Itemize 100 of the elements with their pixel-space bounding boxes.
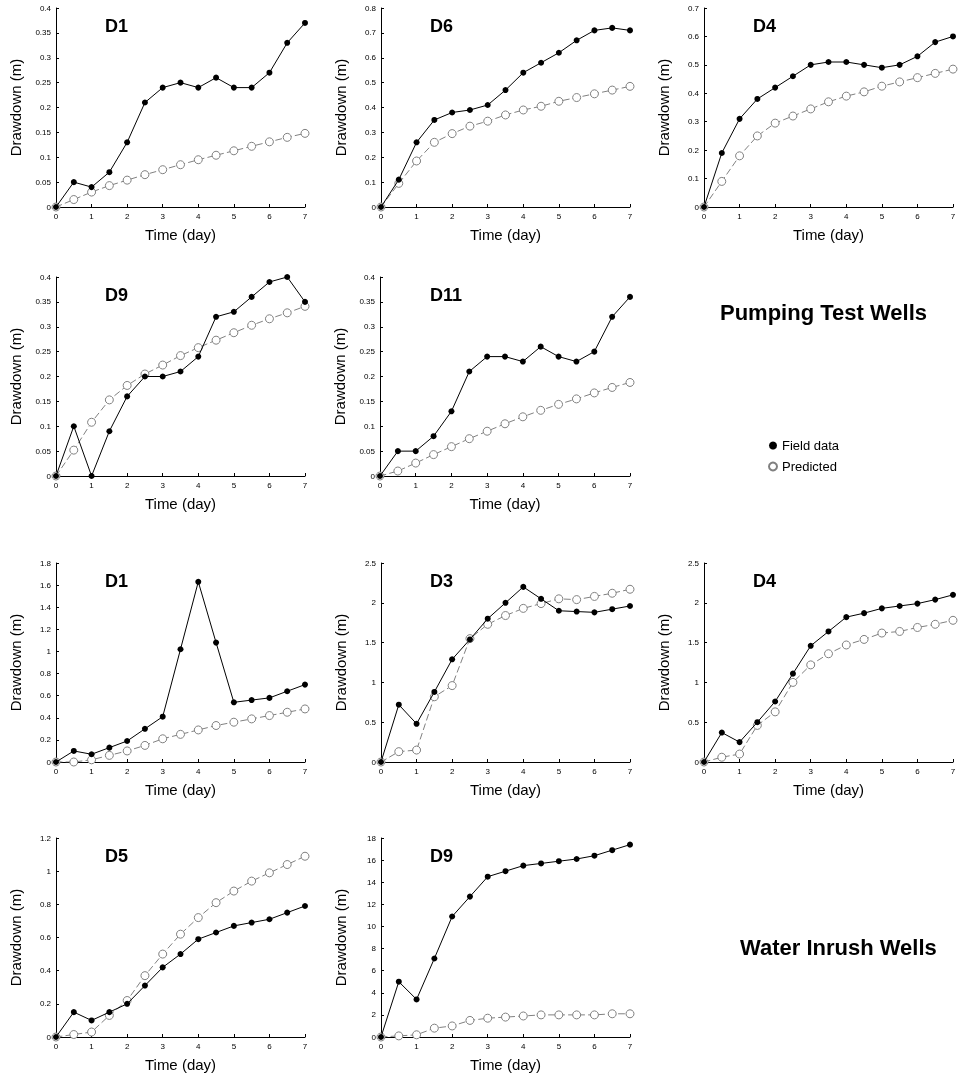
y-tick-label: 0.25 — [35, 347, 52, 357]
x-tick-label: 0 — [378, 1041, 384, 1051]
y-tick-label: 0.3 — [687, 117, 700, 127]
y-tick-label: 0.35 — [359, 297, 376, 307]
x-tick-label: 3 — [160, 480, 166, 490]
x-tick-label: 5 — [231, 766, 237, 776]
x-tick-label: 6 — [592, 480, 598, 490]
y-tick-label: 0.35 — [35, 28, 52, 38]
y-axis-title: Drawdown (m) — [331, 327, 348, 426]
x-tick-label: 6 — [267, 1041, 273, 1051]
y-tick-label: 0.2 — [39, 372, 52, 381]
y-tick-label: 0 — [46, 202, 52, 212]
y-tick-label: 1.5 — [364, 638, 377, 648]
y-tick-label: 0 — [694, 757, 700, 767]
x-tick-label: 4 — [521, 211, 527, 221]
x-tick-label: 6 — [267, 766, 273, 776]
y-tick-label: 4 — [371, 988, 377, 998]
y-tick-label: 0.15 — [359, 396, 376, 406]
y-tick-label: 0 — [46, 757, 52, 767]
x-axis-title: Time (day) — [469, 1056, 542, 1073]
x-axis-title: Time (day) — [469, 781, 542, 798]
y-tick-label: 1 — [46, 646, 52, 656]
x-tick-label: 6 — [592, 211, 598, 221]
x-tick-label: 5 — [556, 766, 562, 776]
x-tick-label: 7 — [627, 1041, 633, 1051]
x-tick-label: 1 — [413, 480, 419, 490]
y-tick-label: 0.25 — [359, 347, 376, 357]
y-tick-label: 2 — [371, 598, 377, 608]
y-tick-label: 0.4 — [364, 103, 377, 112]
x-tick-label: 7 — [950, 766, 956, 776]
x-tick-label: 3 — [485, 211, 491, 221]
x-tick-label: 1 — [89, 766, 95, 776]
y-tick-label: 1.4 — [39, 602, 52, 612]
y-tick-label: 16 — [367, 855, 377, 865]
y-tick-label: 0.8 — [39, 669, 52, 679]
y-tick-label: 0.3 — [364, 127, 377, 137]
x-tick-label: 6 — [267, 480, 273, 490]
y-tick-label: 0.15 — [35, 396, 52, 406]
x-tick-label: 2 — [124, 211, 130, 221]
y-axis-title: Drawdown (m) — [332, 888, 349, 987]
y-tick-label: 0.6 — [364, 53, 377, 63]
y-axis-title: Drawdown (m) — [7, 58, 24, 157]
y-axis-title: Drawdown (m) — [332, 58, 349, 157]
x-tick-label: 5 — [879, 766, 885, 776]
x-tick-label: 3 — [808, 211, 814, 221]
x-tick-label: 0 — [378, 211, 384, 221]
x-tick-label: 6 — [915, 766, 921, 776]
x-tick-label: 5 — [556, 480, 562, 490]
y-tick-label: 0.4 — [39, 272, 52, 282]
y-axis-title: Drawdown (m) — [7, 888, 24, 987]
x-tick-label: 5 — [231, 1041, 237, 1051]
y-tick-label: 1.6 — [39, 580, 52, 590]
x-tick-label: 5 — [231, 480, 237, 490]
y-tick-label: 0.6 — [39, 933, 52, 942]
x-tick-label: 3 — [485, 766, 491, 776]
x-tick-label: 5 — [556, 211, 562, 221]
y-tick-label: 0.1 — [39, 152, 52, 162]
y-tick-label: 0.05 — [35, 177, 52, 187]
y-tick-label: 0.7 — [687, 3, 700, 13]
y-tick-label: 0.2 — [39, 103, 52, 112]
y-tick-label: 14 — [367, 877, 377, 887]
y-tick-label: 0.35 — [35, 297, 52, 307]
y-tick-label: 18 — [367, 833, 377, 843]
y-tick-label: 0 — [694, 202, 700, 212]
chart-title: D4 — [753, 16, 777, 36]
x-tick-label: 3 — [484, 480, 490, 490]
y-tick-label: 0.2 — [39, 735, 52, 745]
x-tick-label: 4 — [520, 480, 526, 490]
x-tick-label: 2 — [124, 1041, 130, 1051]
x-axis-title: Time (day) — [144, 1056, 217, 1073]
legend-label: Field data — [782, 438, 840, 453]
y-tick-label: 2 — [694, 598, 700, 608]
x-tick-label: 7 — [302, 211, 308, 221]
y-tick-label: 10 — [367, 921, 377, 931]
y-tick-label: 0.8 — [39, 899, 52, 909]
x-tick-label: 2 — [124, 480, 130, 490]
x-tick-label: 6 — [592, 1041, 598, 1051]
x-tick-label: 3 — [485, 1041, 491, 1051]
y-tick-label: 0.4 — [39, 713, 52, 723]
y-tick-label: 0.3 — [39, 322, 52, 332]
y-tick-label: 0.05 — [35, 446, 52, 456]
x-tick-label: 2 — [124, 766, 130, 776]
y-tick-label: 0.4 — [363, 272, 376, 282]
chart-title: D9 — [105, 285, 129, 305]
text: Pumping Test Wells — [720, 300, 928, 327]
y-tick-label: 0.4 — [687, 88, 700, 98]
y-tick-label: 0.1 — [364, 177, 377, 187]
y-tick-label: 2.5 — [687, 558, 700, 568]
y-tick-label: 8 — [371, 944, 377, 954]
y-tick-label: 0.2 — [687, 145, 700, 155]
chart-title: D4 — [753, 571, 777, 591]
x-axis-title: Time (day) — [469, 495, 541, 512]
x-axis-title: Time (day) — [144, 226, 217, 243]
x-tick-label: 4 — [521, 766, 527, 776]
x-tick-label: 0 — [53, 766, 59, 776]
x-tick-label: 2 — [449, 480, 455, 490]
y-tick-label: 0.1 — [363, 421, 376, 431]
y-axis-title: Drawdown (m) — [7, 613, 24, 712]
x-tick-label: 4 — [196, 1041, 202, 1051]
y-tick-label: 1.2 — [39, 624, 52, 634]
